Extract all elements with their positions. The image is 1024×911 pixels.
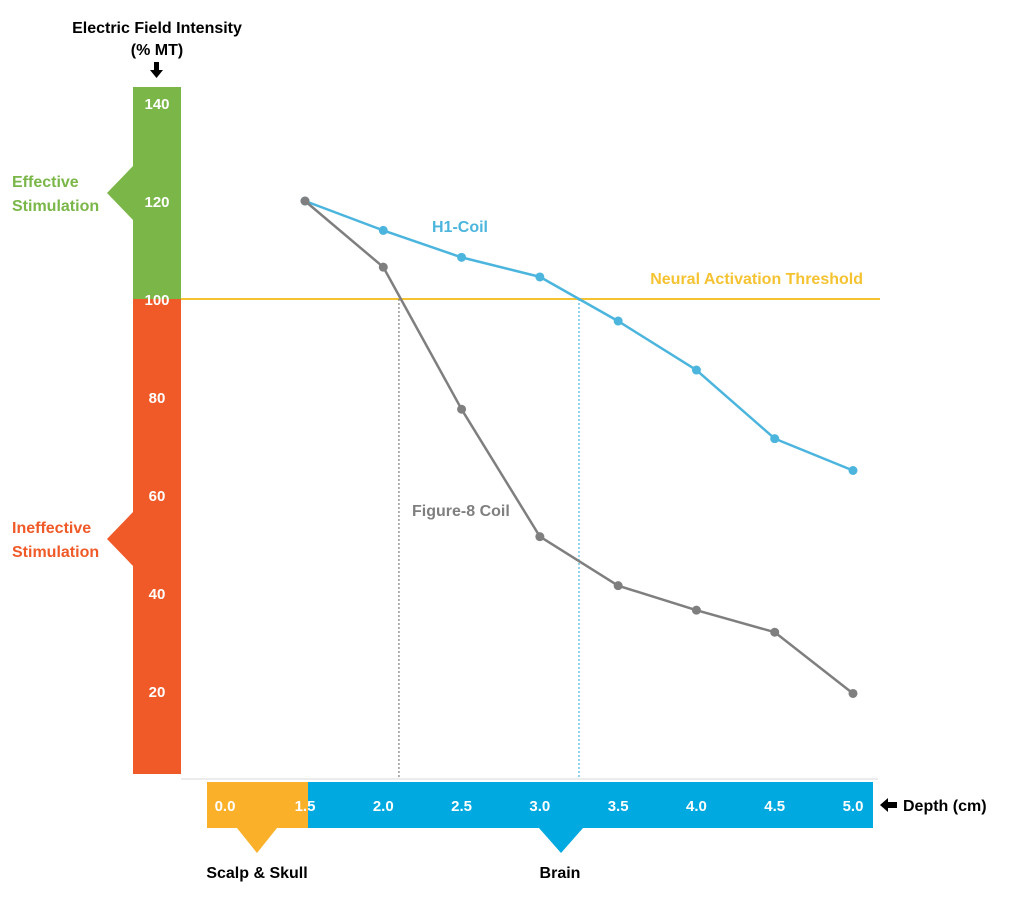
effective-label-line2: Stimulation <box>12 198 99 215</box>
series-line <box>304 199 854 472</box>
effective-zone-pointer <box>107 166 133 220</box>
effective-zone-bar <box>133 87 181 299</box>
series-point <box>378 225 388 235</box>
series-point <box>691 365 701 375</box>
x-tick-label: 3.0 <box>529 798 550 815</box>
series-point <box>848 466 858 475</box>
series-point <box>848 688 858 698</box>
depth-bar <box>207 782 873 853</box>
series-point <box>770 627 780 637</box>
threshold-guides <box>181 298 880 779</box>
ineffective-zone-pointer <box>107 512 133 566</box>
y-tick-label: 100 <box>144 292 169 309</box>
left-arrow-icon <box>880 798 897 812</box>
ineffective-label-line2: Stimulation <box>12 544 99 561</box>
y-tick-label: 80 <box>149 390 166 407</box>
x-tick-label: 4.5 <box>764 798 785 815</box>
series-point <box>457 404 467 414</box>
y-tick-label: 60 <box>149 488 166 505</box>
down-arrow-icon <box>150 62 163 78</box>
y-tick-label: 40 <box>149 586 166 603</box>
y-axis-title-line1: Electric Field Intensity <box>72 20 242 37</box>
x-tick-label: 3.5 <box>608 798 629 815</box>
series-point <box>535 272 545 282</box>
y-tick-labels: 140 120 100 80 60 40 20 <box>144 96 169 701</box>
brain-region-bar <box>308 782 873 828</box>
x-tick-label: 2.5 <box>451 798 472 815</box>
ineffective-label-line1: Ineffective <box>12 520 91 537</box>
series-point <box>613 581 623 591</box>
threshold-label: Neural Activation Threshold <box>650 271 863 288</box>
x-axis-label: Depth (cm) <box>903 798 987 815</box>
x-tick-labels: 0.0 1.5 2.0 2.5 3.0 3.5 4.0 4.5 5.0 <box>215 798 864 815</box>
series-point <box>300 196 310 206</box>
series-point <box>770 434 780 444</box>
y-axis-title-line2: (% MT) <box>131 42 183 59</box>
h1-coil-label: H1-Coil <box>432 219 488 236</box>
figure8-coil-label: Figure-8 Coil <box>412 503 510 520</box>
series-point <box>457 252 467 262</box>
effective-label-line1: Effective <box>12 174 79 191</box>
brain-region-pointer <box>539 828 583 853</box>
x-tick-label: 2.0 <box>373 798 394 815</box>
y-tick-label: 20 <box>149 684 166 701</box>
x-tick-label: 4.0 <box>686 798 707 815</box>
series-point <box>378 262 388 272</box>
brain-region-label: Brain <box>540 865 581 882</box>
x-tick-label: 5.0 <box>843 798 864 815</box>
x-tick-label: 0.0 <box>215 798 236 815</box>
scalp-region-pointer <box>237 828 277 853</box>
scalp-region-bar <box>207 782 308 828</box>
series-layer <box>300 196 858 698</box>
series-point <box>691 605 701 615</box>
y-tick-label: 120 <box>144 194 169 211</box>
series-point <box>613 316 623 326</box>
y-tick-label: 140 <box>144 96 169 113</box>
x-tick-label: 1.5 <box>295 798 316 815</box>
scalp-region-label: Scalp & Skull <box>206 865 307 882</box>
ineffective-zone-bar <box>133 299 181 774</box>
series-line <box>304 200 854 695</box>
series-point <box>535 532 545 542</box>
